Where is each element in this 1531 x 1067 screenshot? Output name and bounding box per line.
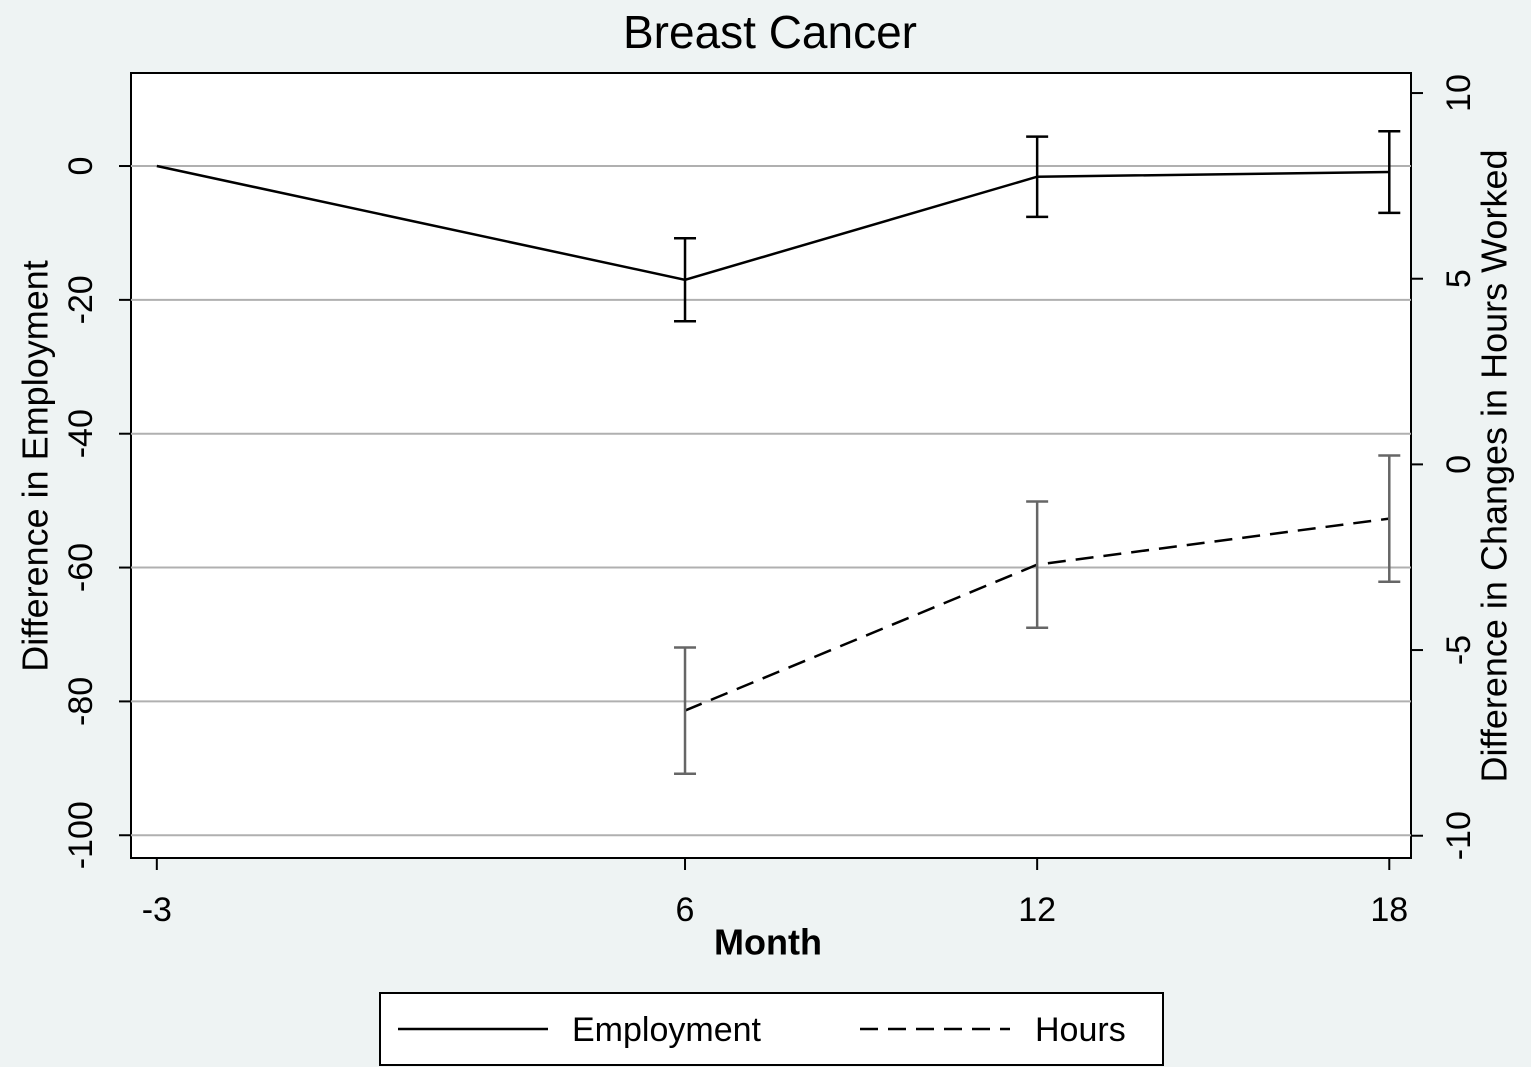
y-tick-label: -60 bbox=[62, 543, 100, 592]
y2-tick-label: -10 bbox=[1440, 811, 1478, 860]
y2-tick-label: 10 bbox=[1440, 74, 1478, 112]
error-bar bbox=[1026, 135, 1049, 219]
x-tick-label: 6 bbox=[676, 891, 695, 929]
x-tick-label: 12 bbox=[1018, 891, 1056, 929]
legend-label: Employment bbox=[572, 1011, 762, 1049]
y-tick-label: -40 bbox=[62, 409, 100, 458]
y2-axis-title: Difference in Changes in Hours Worked bbox=[1474, 150, 1515, 783]
error-bar bbox=[674, 646, 697, 775]
y2-tick-label: -5 bbox=[1440, 635, 1478, 665]
error-bar bbox=[1026, 500, 1049, 630]
x-tick-label: -3 bbox=[142, 891, 172, 929]
legend-label: Hours bbox=[1035, 1011, 1126, 1049]
y-tick-label: -80 bbox=[62, 677, 100, 726]
y-tick-label: 0 bbox=[62, 157, 100, 176]
chart-title: Breast Cancer bbox=[623, 6, 917, 58]
y2-tick-label: 0 bbox=[1440, 455, 1478, 474]
series-line bbox=[156, 164, 1390, 282]
x-tick-label: 18 bbox=[1370, 891, 1408, 929]
y-tick-label: -100 bbox=[62, 801, 100, 869]
y-tick-label: -20 bbox=[62, 275, 100, 324]
x-axis-title: Month bbox=[714, 922, 822, 963]
error-bar bbox=[674, 237, 697, 323]
plot-area bbox=[130, 72, 1412, 859]
y-axis-title: Difference in Employment bbox=[15, 260, 56, 672]
y2-tick-label: 5 bbox=[1440, 269, 1478, 288]
error-bar bbox=[1378, 129, 1401, 215]
error-bar bbox=[1378, 454, 1401, 583]
